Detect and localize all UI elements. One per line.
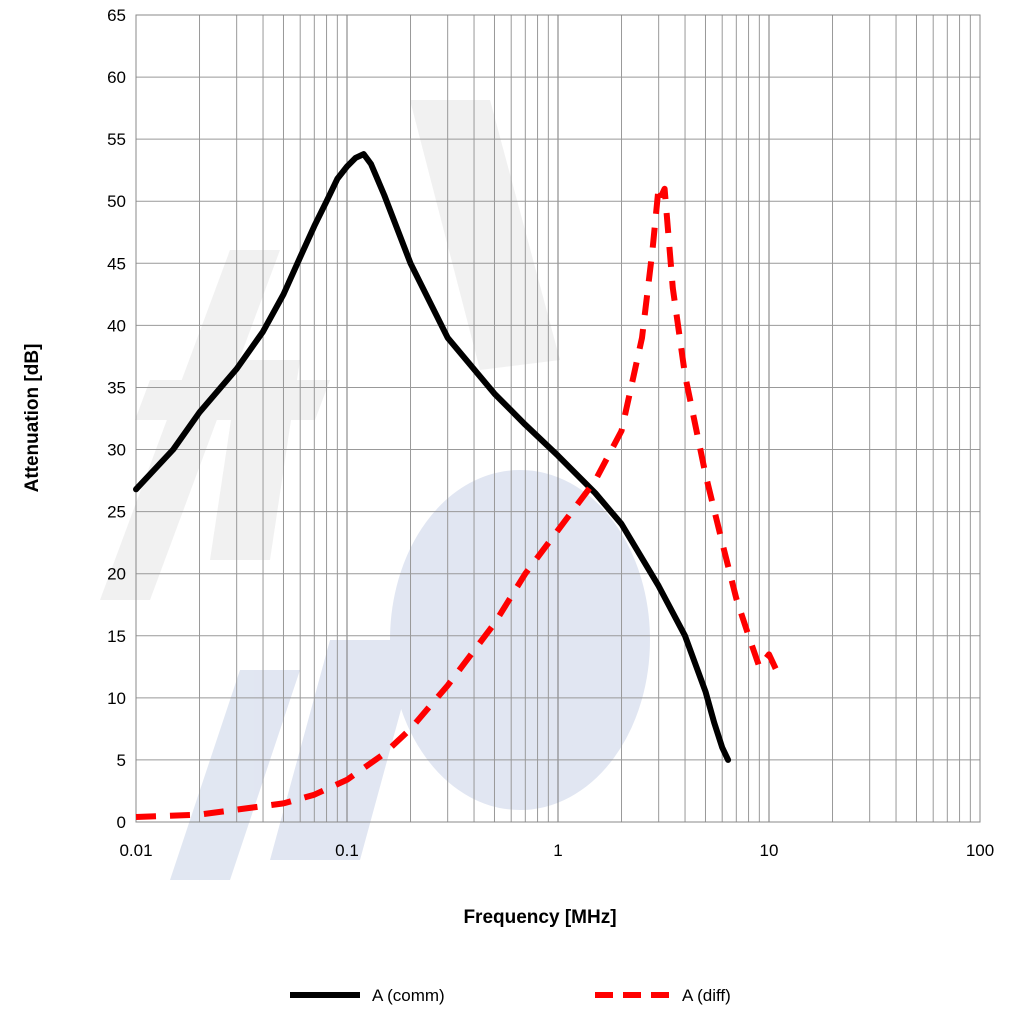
plot-frame — [135, 14, 981, 823]
x-tick-labels: 0.01 0.1 1 10 100 — [119, 841, 994, 860]
plot-grid — [135, 14, 980, 823]
y-tick-label: 65 — [107, 6, 126, 25]
y-tick-label: 10 — [107, 689, 126, 708]
y-tick-label: 40 — [107, 316, 126, 335]
y-tick-label: 30 — [107, 441, 126, 460]
legend-label-comm: A (comm) — [372, 986, 445, 1005]
watermark — [100, 100, 650, 880]
x-tick-label: 0.1 — [335, 841, 359, 860]
x-tick-label: 10 — [760, 841, 779, 860]
x-axis-title: Frequency [MHz] — [463, 907, 616, 928]
x-tick-label: 100 — [966, 841, 994, 860]
y-tick-labels: 0 5 10 15 20 25 30 35 40 45 50 55 60 65 — [107, 6, 126, 832]
legend-label-diff: A (diff) — [682, 986, 731, 1005]
x-tick-label: 1 — [553, 841, 562, 860]
y-tick-label: 20 — [107, 565, 126, 584]
y-tick-label: 0 — [117, 813, 126, 832]
y-tick-label: 60 — [107, 68, 126, 87]
series-line-comm — [133, 151, 732, 763]
y-tick-label: 15 — [107, 627, 126, 646]
series-layer — [133, 151, 781, 820]
y-tick-label: 50 — [107, 192, 126, 211]
y-tick-label: 45 — [107, 254, 126, 273]
x-tick-label: 0.01 — [119, 841, 152, 860]
y-tick-label: 55 — [107, 130, 126, 149]
legend: A (comm) A (diff) — [290, 986, 731, 1005]
y-tick-label: 25 — [107, 503, 126, 522]
y-tick-label: 5 — [117, 751, 126, 770]
y-tick-label: 35 — [107, 378, 126, 397]
y-axis-title: Attenuation [dB] — [22, 344, 43, 493]
